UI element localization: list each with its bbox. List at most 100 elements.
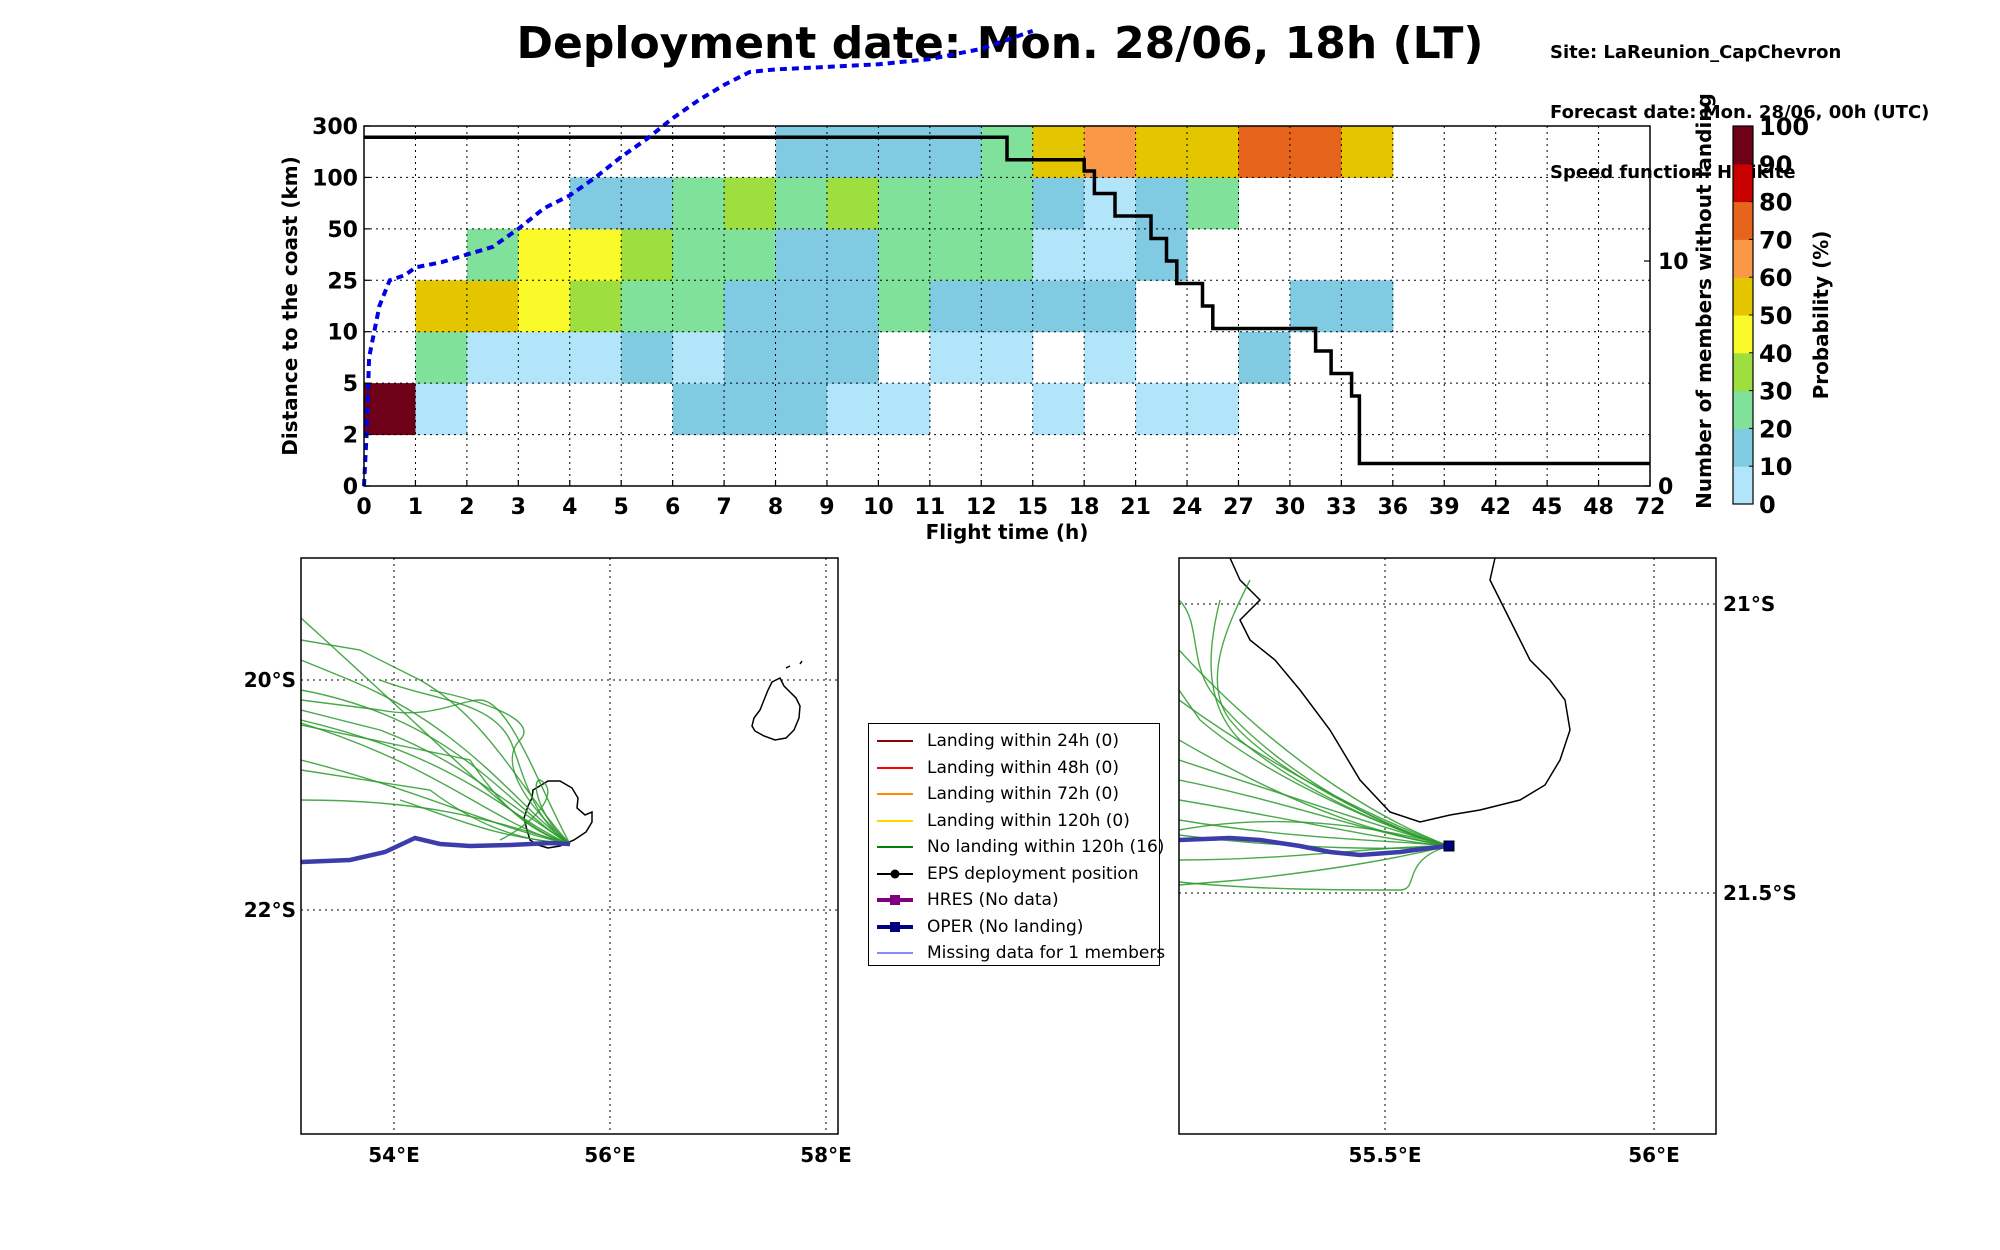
heatmap-cell xyxy=(1032,228,1085,281)
heatmap-cell xyxy=(672,280,725,333)
colorbar-tick-label: 70 xyxy=(1759,226,1792,254)
legend-item: No landing within 120h (16) xyxy=(875,835,1164,859)
colorbar-tick-label: 0 xyxy=(1759,491,1776,519)
legend-swatch xyxy=(875,784,915,804)
colorbar-tick-label: 90 xyxy=(1759,151,1792,179)
heatmap-cell xyxy=(1032,383,1085,436)
heatmap-cell xyxy=(1135,126,1188,178)
legend-label: Landing within 48h (0) xyxy=(927,757,1120,778)
trajectory xyxy=(499,779,571,845)
trajectory xyxy=(379,679,571,845)
map-lat-label: 22°S xyxy=(244,898,296,922)
chart-series xyxy=(362,29,1650,487)
heatmap-cell xyxy=(569,280,622,333)
heatmap-cell xyxy=(672,177,725,230)
map-left xyxy=(300,557,839,1135)
island-outline xyxy=(751,676,801,741)
heatmap-cell xyxy=(466,228,519,281)
legend-label: Landing within 24h (0) xyxy=(927,731,1120,751)
y-tick-label: 10 xyxy=(327,321,358,346)
trajectory xyxy=(1179,820,1450,847)
heatmap-cell xyxy=(826,331,879,384)
trajectory xyxy=(1179,799,1450,847)
heatmap-cell xyxy=(878,383,931,436)
y-tick-label: 25 xyxy=(327,269,358,294)
x-tick-label: 39 xyxy=(1429,495,1460,520)
heatmap-cell xyxy=(415,280,468,333)
map-tick-labels: 54°E 56°E 58°E 20°S 22°S 55.5°E 56°E 21°S 21.5°S xyxy=(244,592,1797,1167)
colorbar-segment xyxy=(1733,352,1753,392)
heatmap-cell xyxy=(724,331,777,384)
x-tick-label: 45 xyxy=(1532,495,1563,520)
colorbar-tick-label: 20 xyxy=(1759,415,1792,443)
y-tick-label: 5 xyxy=(343,372,358,397)
colorbar-segment xyxy=(1733,315,1753,354)
colorbar-segment xyxy=(1733,163,1753,203)
island-outline xyxy=(1229,558,1571,823)
colorbar-tick-label: 10 xyxy=(1759,453,1792,481)
trajectory xyxy=(1179,739,1450,847)
trajectory xyxy=(1179,649,1450,847)
heatmap-cell xyxy=(1032,177,1085,230)
heatmap-cell xyxy=(826,177,879,230)
oper-deployment-marker xyxy=(1443,840,1455,852)
legend-label: Missing data for 1 members xyxy=(927,943,1166,963)
members-without-landing-line xyxy=(364,135,1650,466)
colorbar: 0 10 20 30 40 50 60 70 80 90 100 xyxy=(1732,113,1809,519)
y2-tick-label: 10 xyxy=(1658,250,1689,275)
legend-label: HRES (No data) xyxy=(927,890,1059,910)
heatmap-cell xyxy=(672,331,725,384)
legend-item: Landing within 72h (0) xyxy=(875,782,1119,806)
colorbar-segment xyxy=(1733,277,1753,316)
colorbar-segment xyxy=(1733,428,1753,467)
heatmap-cell xyxy=(1238,126,1291,178)
x-tick-label: 27 xyxy=(1223,495,1254,520)
heatmap-cell xyxy=(1084,280,1137,333)
x-tick-label: 3 xyxy=(511,495,526,520)
heatmap-cell xyxy=(775,331,828,384)
heatmap-cell xyxy=(1032,126,1085,178)
colorbar-tick-label: 100 xyxy=(1759,113,1809,141)
trajectory xyxy=(301,759,571,845)
heatmap-cell xyxy=(775,383,828,436)
heatmap-cell xyxy=(1187,126,1239,178)
heatmap-cell xyxy=(1135,383,1188,436)
colorbar-tick-label: 50 xyxy=(1759,302,1792,330)
legend-item: Landing within 48h (0) xyxy=(875,756,1119,780)
y2-tick-labels: 0 10 xyxy=(1644,250,1689,500)
legend-swatch xyxy=(875,890,915,910)
heatmap-cell xyxy=(621,228,674,281)
x-tick-label: 6 xyxy=(665,495,680,520)
heatmap-cell xyxy=(981,331,1034,384)
legend: Landing within 24h (0) Landing within 48h… xyxy=(868,723,1165,966)
x-axis-label: Flight time (h) xyxy=(926,520,1089,544)
trajectory xyxy=(1179,819,1450,847)
trajectory xyxy=(301,769,571,845)
heatmap-cell xyxy=(1341,280,1394,333)
map-lon-label: 54°E xyxy=(368,1143,420,1167)
heatmap-cell xyxy=(1084,228,1137,281)
heatmap-cell xyxy=(518,280,571,333)
legend-swatch xyxy=(875,943,915,963)
map-lat-label: 21.5°S xyxy=(1723,881,1797,905)
map-lon-label: 56°E xyxy=(1628,1143,1680,1167)
heatmap-cell xyxy=(1084,177,1137,230)
legend-item: Landing within 120h (0) xyxy=(875,809,1130,833)
legend-label: OPER (No landing) xyxy=(927,916,1084,937)
y2-axis-label: Number of members without landing xyxy=(1692,93,1716,509)
legend-swatch xyxy=(875,811,915,831)
heatmap-cell xyxy=(466,280,519,333)
legend-swatch xyxy=(875,758,915,778)
x-tick-label: 42 xyxy=(1480,495,1511,520)
heatmap-cell xyxy=(878,280,931,333)
heatmap-cell xyxy=(1187,383,1239,436)
trajectory xyxy=(399,799,571,845)
heatmap-cell xyxy=(518,228,571,281)
site-info: Site: LaReunion_CapChevron Forecast date… xyxy=(1550,3,1929,203)
x-tick-label: 5 xyxy=(614,495,629,520)
x-tick-labels: 0 1 2 3 4 5 6 7 8 9 10 11 12 15 18 21 24 27 30 33 36 39 42 45 48… xyxy=(356,480,1665,520)
map-lat-label: 21°S xyxy=(1723,592,1775,616)
heatmap-cell xyxy=(621,280,674,333)
heatmap-cell xyxy=(878,126,931,178)
heatmap-cell xyxy=(1084,331,1137,384)
